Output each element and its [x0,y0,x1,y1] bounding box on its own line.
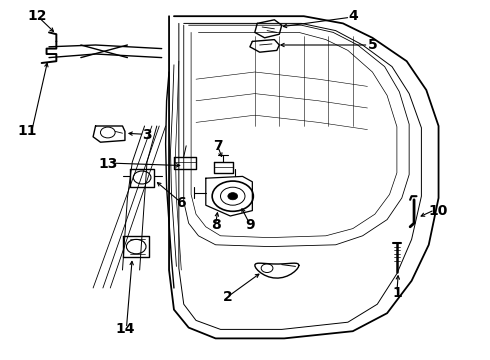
Text: 12: 12 [27,9,47,23]
Text: 4: 4 [348,9,358,23]
Text: 9: 9 [245,218,255,232]
Text: 1: 1 [392,287,402,300]
Text: 6: 6 [176,197,186,210]
Circle shape [228,193,238,200]
Text: 8: 8 [211,218,220,232]
Text: 13: 13 [98,157,118,171]
Text: 10: 10 [429,204,448,217]
Text: 7: 7 [213,139,223,153]
Text: 11: 11 [17,125,37,138]
Text: 3: 3 [142,128,152,142]
Text: 14: 14 [115,323,135,336]
Text: 2: 2 [223,290,233,304]
Text: 5: 5 [368,38,377,52]
